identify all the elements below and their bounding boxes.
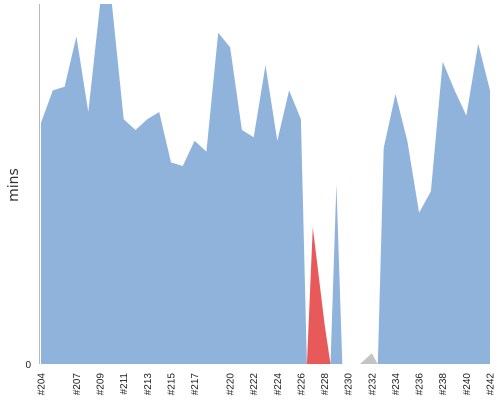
area-segment-aborted-3 — [342, 353, 378, 364]
area-segment-success-0 — [41, 4, 307, 364]
x-tick-label: #232 — [367, 373, 378, 396]
x-tick-label: #230 — [344, 373, 355, 396]
y-tick-label-0: 0 — [25, 360, 31, 371]
x-tick-label: #211 — [119, 373, 130, 395]
x-tick-label: #240 — [462, 373, 473, 396]
x-tick-label: #217 — [190, 373, 201, 396]
x-tick-label: #220 — [226, 373, 237, 396]
x-tick-label: #234 — [391, 373, 402, 396]
area-segment-success-2 — [330, 184, 343, 364]
y-axis-label: mins — [6, 168, 22, 202]
area-segment-success-4 — [377, 43, 490, 364]
x-tick-label: #228 — [320, 373, 331, 396]
x-tick-label: #213 — [143, 373, 154, 396]
area-segment-failure-1 — [306, 227, 331, 364]
x-tick-labels: #204 #207 #209 #211 #213 #215 #217 #220 #222 #224… — [37, 373, 497, 396]
x-tick-label: #242 — [486, 373, 497, 396]
x-tick-label: #204 — [37, 373, 48, 396]
x-tick-label: #238 — [438, 373, 449, 396]
x-tick-label: #215 — [167, 373, 178, 396]
area-series — [41, 4, 490, 364]
x-tick-label: #226 — [296, 373, 307, 396]
x-tick-label: #236 — [415, 373, 426, 396]
x-tick-label: #209 — [96, 373, 107, 396]
x-tick-label: #222 — [249, 373, 260, 396]
x-tick-label: #207 — [72, 373, 83, 396]
x-tick-label: #224 — [273, 373, 284, 396]
